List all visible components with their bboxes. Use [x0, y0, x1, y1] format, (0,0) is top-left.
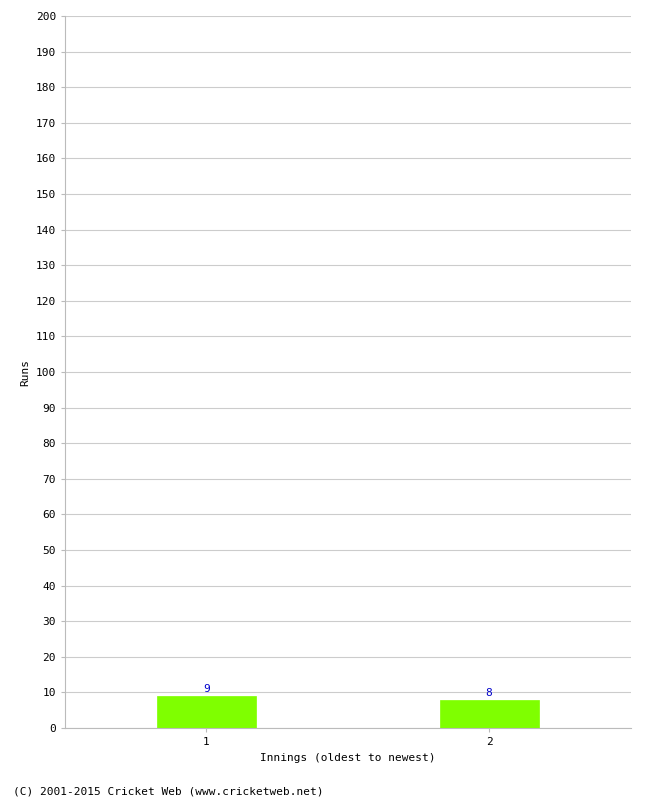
X-axis label: Innings (oldest to newest): Innings (oldest to newest)	[260, 753, 436, 762]
Y-axis label: Runs: Runs	[20, 358, 30, 386]
Bar	[157, 696, 256, 728]
Text: 9: 9	[203, 684, 210, 694]
Text: (C) 2001-2015 Cricket Web (www.cricketweb.net): (C) 2001-2015 Cricket Web (www.cricketwe…	[13, 786, 324, 796]
Bar	[439, 699, 539, 728]
Text: 8: 8	[486, 688, 493, 698]
